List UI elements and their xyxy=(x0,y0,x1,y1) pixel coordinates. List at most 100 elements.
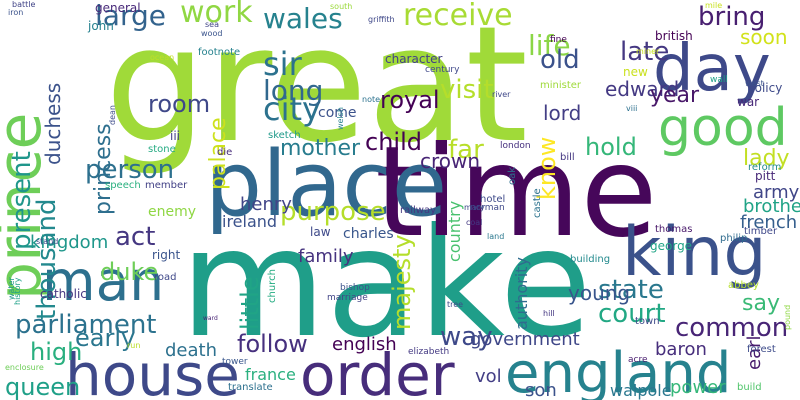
word-come: come xyxy=(318,105,357,121)
word-hill: hill xyxy=(543,309,555,318)
word-french: french xyxy=(740,212,797,233)
word-parliament: parliament xyxy=(15,310,157,340)
word-thomas: thomas xyxy=(655,224,692,235)
word-john: john xyxy=(87,19,114,33)
word-policy: policy xyxy=(747,81,782,95)
word-viii: viii xyxy=(626,104,637,113)
word-common: common xyxy=(675,313,788,343)
word-wales: wales xyxy=(263,2,343,35)
word-griffith: griffith xyxy=(368,15,395,24)
word-railway: railway xyxy=(400,205,436,216)
word-mother: mother xyxy=(280,136,361,161)
word-crown: crown xyxy=(420,149,480,173)
word-road: road xyxy=(154,272,177,283)
word-country: country xyxy=(445,201,464,262)
word-law: law xyxy=(310,225,331,239)
word-prince: prince xyxy=(0,113,55,300)
word-know: know xyxy=(533,137,561,200)
word-iron: iron xyxy=(8,8,23,17)
word-note: note xyxy=(362,95,380,104)
word-government: government xyxy=(470,329,580,350)
word-oak: oak xyxy=(507,167,518,185)
word-thousand: thousand xyxy=(32,198,62,320)
word-duke: duke xyxy=(100,258,158,286)
word-forest: forest xyxy=(747,344,776,355)
word-war: war xyxy=(737,95,759,109)
word-army: army xyxy=(753,182,800,203)
word-large: large xyxy=(95,0,166,32)
word-early: early xyxy=(75,324,135,352)
word-enclosure: enclosure xyxy=(5,363,44,372)
word-enemy: enemy xyxy=(148,204,196,220)
word-palace: palace xyxy=(206,117,231,190)
word-century: century xyxy=(425,65,460,75)
word-act: act xyxy=(115,222,155,252)
word-speech: speech xyxy=(105,180,141,191)
word-run: run xyxy=(127,341,140,350)
word-room: room xyxy=(148,90,210,118)
word-city: city xyxy=(263,90,321,128)
word-follow: follow xyxy=(237,330,308,358)
word-france: france xyxy=(245,365,296,384)
word-state: state xyxy=(598,275,664,305)
word-high: high xyxy=(30,338,82,366)
word-pitt: pitt xyxy=(755,169,776,183)
word-lady: lady xyxy=(743,146,790,171)
word-mile: mile xyxy=(705,1,722,10)
word-princess: princess xyxy=(91,123,116,215)
word-way: way xyxy=(440,322,493,352)
word-dean: dean xyxy=(108,105,117,125)
word-ireland: ireland xyxy=(222,212,277,231)
word-river: river xyxy=(492,90,511,99)
word-walpole: walpole xyxy=(610,381,672,400)
word-general: general xyxy=(95,1,141,15)
word-time: time xyxy=(375,120,657,265)
word-pound: pound xyxy=(783,305,792,330)
word-marriage: marriage xyxy=(327,293,368,303)
word-authority: authority xyxy=(512,257,531,330)
word-visit: visit xyxy=(440,75,494,105)
word-water: water xyxy=(7,276,16,300)
word-man: man xyxy=(42,249,164,313)
word-english: english xyxy=(332,334,397,355)
word-power: power xyxy=(670,377,726,398)
word-day: day xyxy=(653,32,771,106)
word-sketch: sketch xyxy=(268,130,301,141)
word-london: london xyxy=(500,141,531,151)
word-philip: philip xyxy=(720,233,747,244)
word-bring: bring xyxy=(698,2,765,32)
word-ward: ward xyxy=(203,315,218,322)
word-minister: minister xyxy=(540,80,582,91)
word-duchess: duchess xyxy=(41,83,65,165)
word-little: little xyxy=(236,276,264,330)
word-wood: wood xyxy=(201,29,222,38)
word-mary: mary xyxy=(464,203,485,212)
word-footnote: footnote xyxy=(198,47,240,58)
word-tree: tree xyxy=(447,300,463,309)
word-person: person xyxy=(85,155,174,185)
word-england: england xyxy=(505,341,731,400)
word-stand: stand xyxy=(36,237,58,246)
word-building: building xyxy=(570,254,610,265)
word-say: say xyxy=(742,291,780,316)
word-brother: brother xyxy=(743,196,800,217)
word-bill: bill xyxy=(560,152,575,163)
word-elizabeth: elizabeth xyxy=(408,347,449,357)
word-south: south xyxy=(330,2,352,11)
word-miner: miner xyxy=(636,47,660,56)
word-earl: earl xyxy=(744,335,765,370)
word-member: member xyxy=(145,180,188,191)
word-acre: acre xyxy=(628,355,648,365)
word-royal: royal xyxy=(380,86,440,114)
word-castle: castle xyxy=(532,188,543,218)
word-henry: henry xyxy=(240,194,292,215)
word-late: late xyxy=(620,37,669,67)
word-fine: fine xyxy=(550,35,567,45)
word-new: new xyxy=(623,65,648,79)
word-sir: sir xyxy=(263,45,303,83)
word-king: king xyxy=(622,213,767,292)
word-year: year xyxy=(650,83,700,108)
